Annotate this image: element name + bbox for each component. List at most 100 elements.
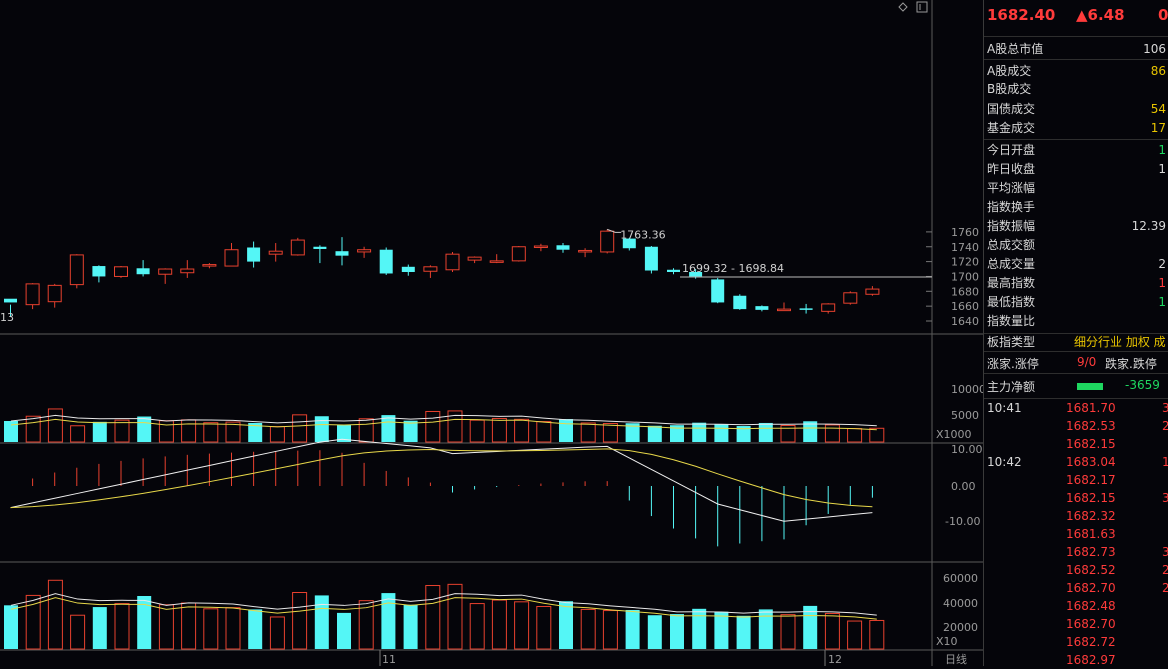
- stat-label: A股总市值: [987, 42, 1044, 56]
- candle-body: [290, 239, 305, 256]
- tick-price: 1683.04: [1066, 455, 1116, 469]
- tick-row: 1682.53 2: [984, 417, 1168, 435]
- volume-bar: [869, 427, 885, 443]
- candle-body: [401, 266, 415, 272]
- amount-bar: [358, 600, 374, 650]
- amount-bar: [158, 604, 174, 650]
- amount-bar: [70, 614, 86, 650]
- high-marker-line: [607, 228, 622, 233]
- kline-chart-area[interactable]: 1640 1660 1680 1700 1720 1740 1760 1763.36 1699.…: [0, 0, 983, 666]
- candle-body: [25, 283, 40, 306]
- amount-bar: [225, 607, 241, 650]
- amount-bar: [514, 601, 530, 650]
- candle-body: [533, 245, 548, 249]
- amount-bar: [425, 585, 441, 650]
- tick-volume: 2: [1162, 419, 1168, 433]
- tick-volume: 2: [1162, 581, 1168, 595]
- amount-bar: [469, 603, 485, 650]
- price-tick-label: 1700: [951, 270, 979, 283]
- advancers-value: 9/0: [1077, 355, 1097, 369]
- volume-bar: [25, 415, 41, 443]
- amount-bar: [758, 609, 773, 649]
- tick-row: 1682.97: [984, 651, 1168, 669]
- volume-tick-label: 10000: [951, 383, 983, 396]
- stat-label: 最高指数: [987, 276, 1036, 290]
- tick-price: 1682.97: [1066, 653, 1116, 667]
- macd-tick-label: -10.00: [945, 515, 980, 528]
- amount-bar: [114, 603, 130, 650]
- tick-price: 1682.70: [1066, 617, 1116, 631]
- panel-toggle-icon[interactable]: [916, 1, 928, 13]
- stat-label: A股成交: [987, 64, 1032, 78]
- volume-bar: [647, 425, 662, 442]
- candle-body: [247, 247, 261, 262]
- volume-tick-label: 5000: [951, 409, 979, 422]
- left-edge-label: 13: [0, 311, 14, 324]
- macd-tick-label: 0.00: [951, 480, 976, 493]
- stat-label: 国债成交: [987, 102, 1036, 116]
- volume-bar: [47, 408, 63, 443]
- candle-body: [158, 268, 173, 275]
- volume-bar: [536, 421, 552, 443]
- volume-bar: [225, 421, 241, 443]
- tick-price: 1682.53: [1066, 419, 1116, 433]
- candle-body: [224, 249, 239, 267]
- stat-row: 总成交额: [984, 236, 1168, 255]
- candle-body: [136, 268, 150, 275]
- advancers-label: 涨家.涨停: [987, 357, 1039, 371]
- tick-row: 1682.17: [984, 471, 1168, 489]
- tick-row: 1682.72: [984, 633, 1168, 651]
- tick-price: 1681.63: [1066, 527, 1116, 541]
- amount-bar: [403, 604, 418, 649]
- candle-body: [69, 254, 84, 286]
- tick-row: 1682.15: [984, 435, 1168, 453]
- candle-body: [755, 306, 769, 310]
- net-flow-bar: [1077, 383, 1103, 390]
- tick-price: 1682.73: [1066, 545, 1116, 559]
- stat-row: 国债成交 54: [984, 100, 1168, 119]
- volume-bar: [403, 420, 418, 442]
- amount-bar: [292, 592, 308, 650]
- stat-row: 基金成交 17: [984, 119, 1168, 138]
- volume-bar: [824, 424, 840, 443]
- amount-bar: [181, 602, 197, 650]
- divider: [984, 59, 1168, 60]
- amount-bar: [847, 620, 863, 650]
- candle-body: [600, 230, 615, 253]
- board-type-value[interactable]: 细分行业 加权 成: [1074, 335, 1166, 349]
- tick-row: 1681.63: [984, 525, 1168, 543]
- candle-body: [47, 284, 62, 303]
- candle-body: [821, 303, 836, 312]
- candle-body: [578, 249, 593, 253]
- volume-bar: [269, 426, 285, 443]
- candle-body: [92, 266, 106, 277]
- amount-bar: [314, 595, 329, 649]
- tick-volume: 3: [1162, 545, 1168, 559]
- amount-bar: [269, 616, 285, 650]
- stat-label: 总成交量: [987, 257, 1036, 271]
- tick-volume: 2: [1162, 563, 1168, 577]
- volume-bar: [602, 423, 618, 443]
- stat-label: 平均涨幅: [987, 181, 1036, 195]
- amount-bar: [869, 619, 885, 650]
- volume-bar: [758, 422, 773, 442]
- stat-label: 最低指数: [987, 295, 1036, 309]
- diamond-icon[interactable]: [898, 2, 908, 12]
- volume-bar: [158, 420, 174, 443]
- volume-bar: [425, 410, 441, 443]
- main-net-flow-label: 主力净额: [987, 380, 1036, 394]
- amount-bar: [491, 599, 507, 650]
- candle-body: [423, 266, 438, 272]
- candle-body: [667, 269, 680, 272]
- range-label: 1699.32 - 1698.84: [682, 262, 784, 275]
- candle-body: [711, 279, 725, 303]
- volume-bar: [736, 426, 751, 442]
- tick-volume: 3: [1162, 401, 1168, 415]
- x-tick-label: 11: [382, 653, 396, 666]
- macd-tick-label: 10.00: [951, 443, 983, 456]
- amount-unit-label: X10: [936, 635, 958, 648]
- stat-value: 12.39: [1131, 219, 1166, 233]
- stat-value: 86: [1150, 64, 1166, 78]
- tick-row: 1682.73 3: [984, 543, 1168, 561]
